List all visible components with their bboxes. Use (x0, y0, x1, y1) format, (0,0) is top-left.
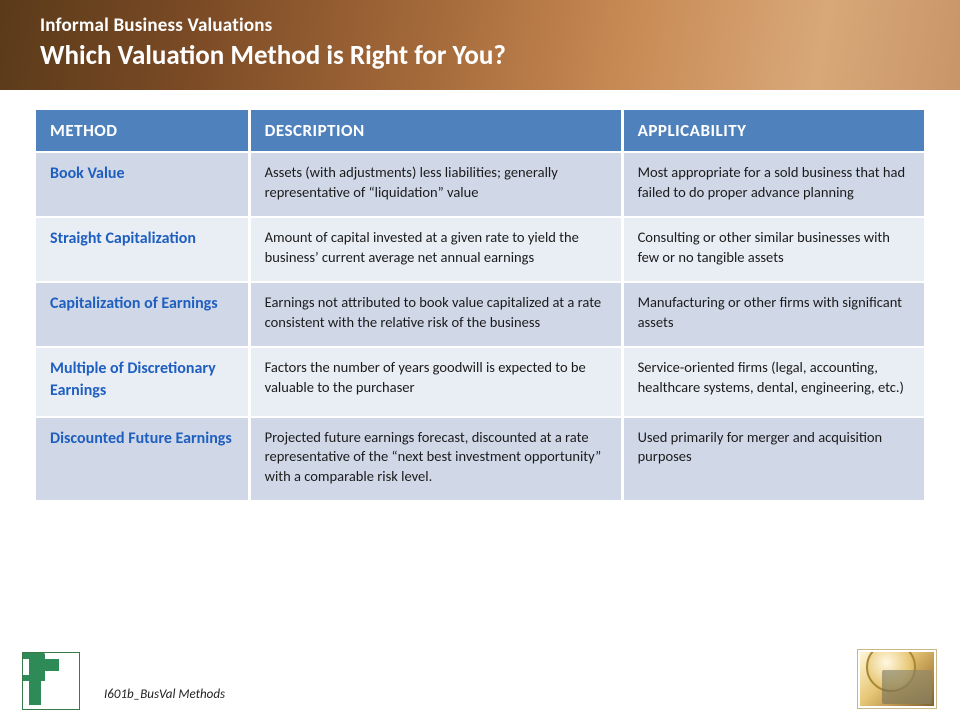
cell-method: Book Value (36, 152, 249, 217)
cell-method: Straight Capitalization (36, 217, 249, 282)
cell-applicability: Most appropriate for a sold business tha… (622, 152, 924, 217)
col-header-applicability: APPLICABILITY (622, 110, 924, 152)
table-row: Straight CapitalizationAmount of capital… (36, 217, 924, 282)
cell-description: Factors the number of years goodwill is … (249, 347, 622, 416)
valuation-table: METHOD DESCRIPTION APPLICABILITY Book Va… (36, 110, 924, 500)
table-row: Discounted Future EarningsProjected futu… (36, 417, 924, 501)
cell-method: Capitalization of Earnings (36, 282, 249, 347)
header-title: Which Valuation Method is Right for You? (40, 39, 920, 72)
cell-method: Discounted Future Earnings (36, 417, 249, 501)
cell-description: Amount of capital invested at a given ra… (249, 217, 622, 282)
cell-applicability: Used primarily for merger and acquisitio… (622, 417, 924, 501)
cell-description: Assets (with adjustments) less liabiliti… (249, 152, 622, 217)
cell-description: Earnings not attributed to book value ca… (249, 282, 622, 347)
content-area: METHOD DESCRIPTION APPLICABILITY Book Va… (0, 90, 960, 500)
header-subtitle: Informal Business Valuations (40, 14, 920, 37)
col-header-method: METHOD (36, 110, 249, 152)
cell-method: Multiple of Discretionary Earnings (36, 347, 249, 416)
table-row: Capitalization of EarningsEarnings not a… (36, 282, 924, 347)
table-row: Multiple of Discretionary EarningsFactor… (36, 347, 924, 416)
cell-applicability: Manufacturing or other firms with signif… (622, 282, 924, 347)
slide-code: I601b_BusVal Methods (104, 687, 225, 702)
slide-header: Informal Business Valuations Which Valua… (0, 0, 960, 90)
table-header-row: METHOD DESCRIPTION APPLICABILITY (36, 110, 924, 152)
col-header-description: DESCRIPTION (249, 110, 622, 152)
company-logo-icon (22, 652, 80, 710)
decorative-image-icon (858, 650, 936, 708)
cell-applicability: Consulting or other similar businesses w… (622, 217, 924, 282)
table-row: Book ValueAssets (with adjustments) less… (36, 152, 924, 217)
slide-footer: I601b_BusVal Methods (0, 642, 960, 712)
cell-description: Projected future earnings forecast, disc… (249, 417, 622, 501)
cell-applicability: Service-oriented firms (legal, accountin… (622, 347, 924, 416)
table-body: Book ValueAssets (with adjustments) less… (36, 152, 924, 500)
